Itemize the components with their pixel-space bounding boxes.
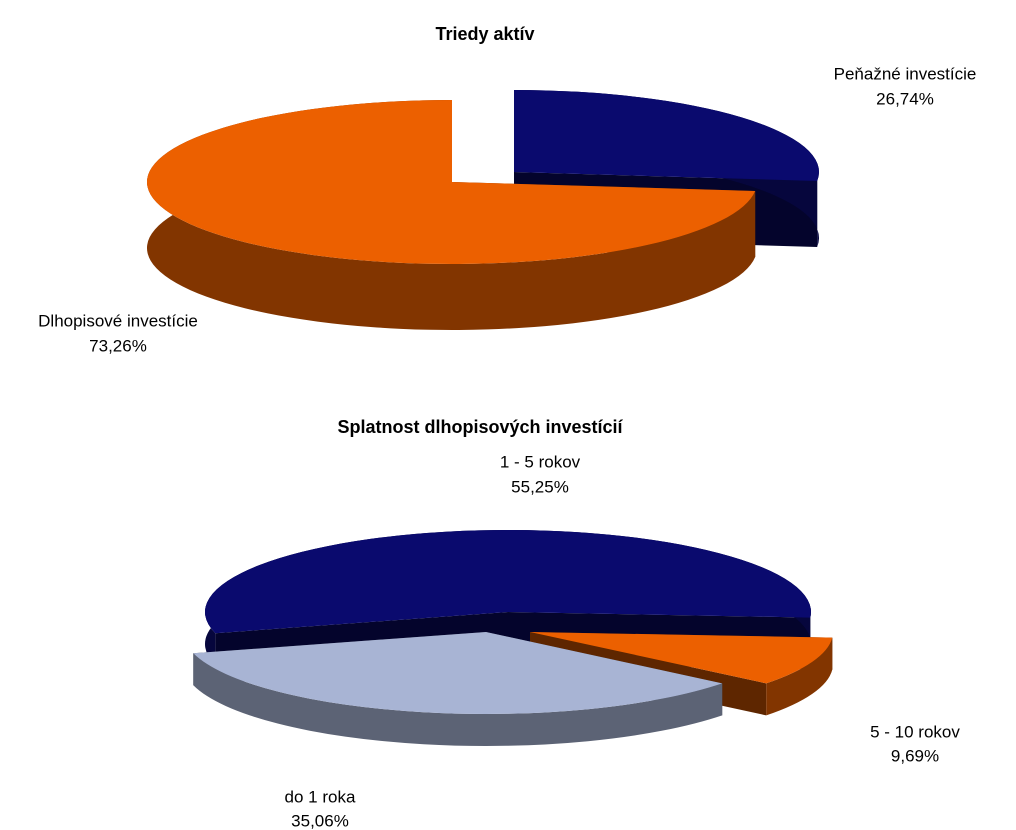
slice bbox=[530, 632, 833, 684]
chart-title: Triedy aktív bbox=[435, 24, 534, 44]
slice bbox=[205, 530, 812, 634]
slice-label: do 1 roka bbox=[285, 787, 356, 806]
value-label: 73,26% bbox=[89, 336, 147, 355]
slice bbox=[193, 632, 723, 715]
slice-label: 1 - 5 rokov bbox=[500, 452, 581, 471]
slice bbox=[514, 90, 820, 181]
value-label: 35,06% bbox=[291, 811, 349, 830]
value-label: 55,25% bbox=[511, 477, 569, 496]
slice-label: 5 - 10 rokov bbox=[870, 722, 960, 741]
value-label: 26,74% bbox=[876, 89, 934, 108]
slice-label: Dlhopisové investície bbox=[38, 311, 198, 330]
chart-title: Splatnost dlhopisových investícií bbox=[337, 417, 623, 437]
chart: Peňažné investície 26,74% Dlhopisové inves… bbox=[38, 64, 976, 355]
chart: 1 - 5 rokov 55,25% 5 - 10 rokov 9,69% do 1 r… bbox=[193, 452, 960, 830]
slice-tops bbox=[147, 90, 820, 264]
slice-side bbox=[193, 653, 723, 746]
slice-tops bbox=[193, 530, 833, 715]
slice-side bbox=[766, 637, 833, 716]
slice bbox=[147, 100, 756, 264]
value-label: 9,69% bbox=[891, 746, 939, 765]
slice-label: Peňažné investície bbox=[834, 64, 977, 83]
